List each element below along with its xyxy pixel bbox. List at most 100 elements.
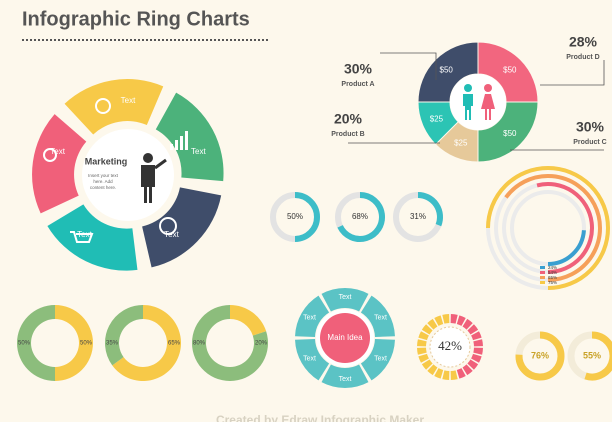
idea-segment-label: Text [339,376,352,383]
ring-segment [417,347,427,355]
wheel-center-text: content here. [90,185,116,190]
callout-label: Product D [566,54,599,61]
radial-label: 75% [548,280,557,285]
ring-segment [427,318,438,330]
donut-label: 50% [18,341,31,347]
progress-label: 68% [352,212,368,221]
idea-center [320,313,370,363]
wheel-center-text: Insert your text [88,173,119,178]
progress-label: 55% [583,350,601,360]
progress-label: 76% [531,350,549,360]
donut-label: 20% [255,341,268,347]
progress-arc [294,192,320,242]
donut-label: 80% [193,341,206,347]
ring-inner [429,326,471,368]
ring-segment [418,353,429,363]
timer-icon [159,217,177,235]
idea-segment [321,364,369,388]
radial-key [540,271,545,274]
wheel-segment [32,114,87,214]
progress-arc [515,331,565,381]
ring-segment [421,324,433,335]
ring-segment [467,324,479,335]
ring-segment [467,359,479,370]
man-body [463,94,473,120]
woman-body [481,94,495,120]
ring-segment [421,359,433,370]
wheel-center-title: Marketing [85,156,128,166]
donut-segment [104,305,143,366]
progress-arc [337,192,385,242]
wheel-segment [155,92,224,182]
woman-head [484,84,492,92]
idea-segment-label: Text [303,314,316,321]
ring-segment [442,314,450,324]
donut-segment [192,305,268,382]
idea-segment-label: Text [374,314,387,321]
idea-segment [295,295,330,337]
callout-label: Product A [341,81,374,88]
ring-segment [434,315,444,326]
donut-segment [17,305,55,381]
radial-arc [536,182,594,274]
man-head [464,84,472,92]
wheel-center-text: here. Add [93,179,113,184]
donut-segment [112,305,181,381]
callout-line [380,52,437,80]
person-arm [154,158,167,170]
donut-label: 50% [80,341,93,347]
cart-icon [70,231,94,243]
radial-arc [504,174,602,282]
idea-segment [360,295,395,337]
chart-icon [170,131,188,150]
idea-center-label: Main Idea [327,333,363,342]
bulb-icon [43,148,57,162]
ring-segment [462,318,473,330]
idea-segment [360,339,395,381]
donut-segment [230,305,267,336]
callout-value: 30% [576,119,605,135]
title: Infographic Ring Charts [22,8,250,30]
footer: Created by Edraw Infographic Maker [216,413,424,422]
person-body [141,165,155,203]
wheel-segment [47,204,138,271]
donut-segment [55,305,93,381]
ring-label: 42% [438,338,462,353]
wheel-segment [142,187,222,268]
ring-segment [462,364,473,376]
donut-value-label: $25 [430,114,444,123]
callout-value: 20% [334,111,363,127]
radial-label: 54% [548,270,557,275]
progress-label: 31% [410,212,426,221]
ring-segment [450,314,458,324]
radial-label: 65% [548,275,557,280]
wheel-segment-label: Text [191,147,206,156]
ring-segment [456,315,466,326]
ring-segment [450,370,458,380]
callout-line [540,60,605,86]
idea-segment-label: Text [339,294,352,301]
callout-value: 28% [569,34,598,50]
wheel-segment [64,79,164,135]
idea-segment [321,288,369,312]
wheel-segment-label: Text [50,147,65,156]
radial-key [540,281,545,284]
segmented-ring [417,314,483,380]
donut-value-label: $50 [440,65,454,74]
clock-icon [95,98,111,114]
progress-label: 50% [287,212,303,221]
ring-segment [417,339,427,347]
ring-segment [418,331,429,341]
ring-segment [473,339,483,347]
donut-label: 35% [106,341,119,347]
radial-key [540,266,545,269]
ring-segment [471,331,482,341]
radial-label: 24% [548,265,557,270]
ring-segment [442,370,450,380]
radial-key [540,276,545,279]
ring-segment [456,368,466,379]
radial-arc [547,230,586,266]
callout-value: 30% [344,61,373,77]
idea-segment [295,339,330,381]
callout-label: Product B [331,131,364,138]
